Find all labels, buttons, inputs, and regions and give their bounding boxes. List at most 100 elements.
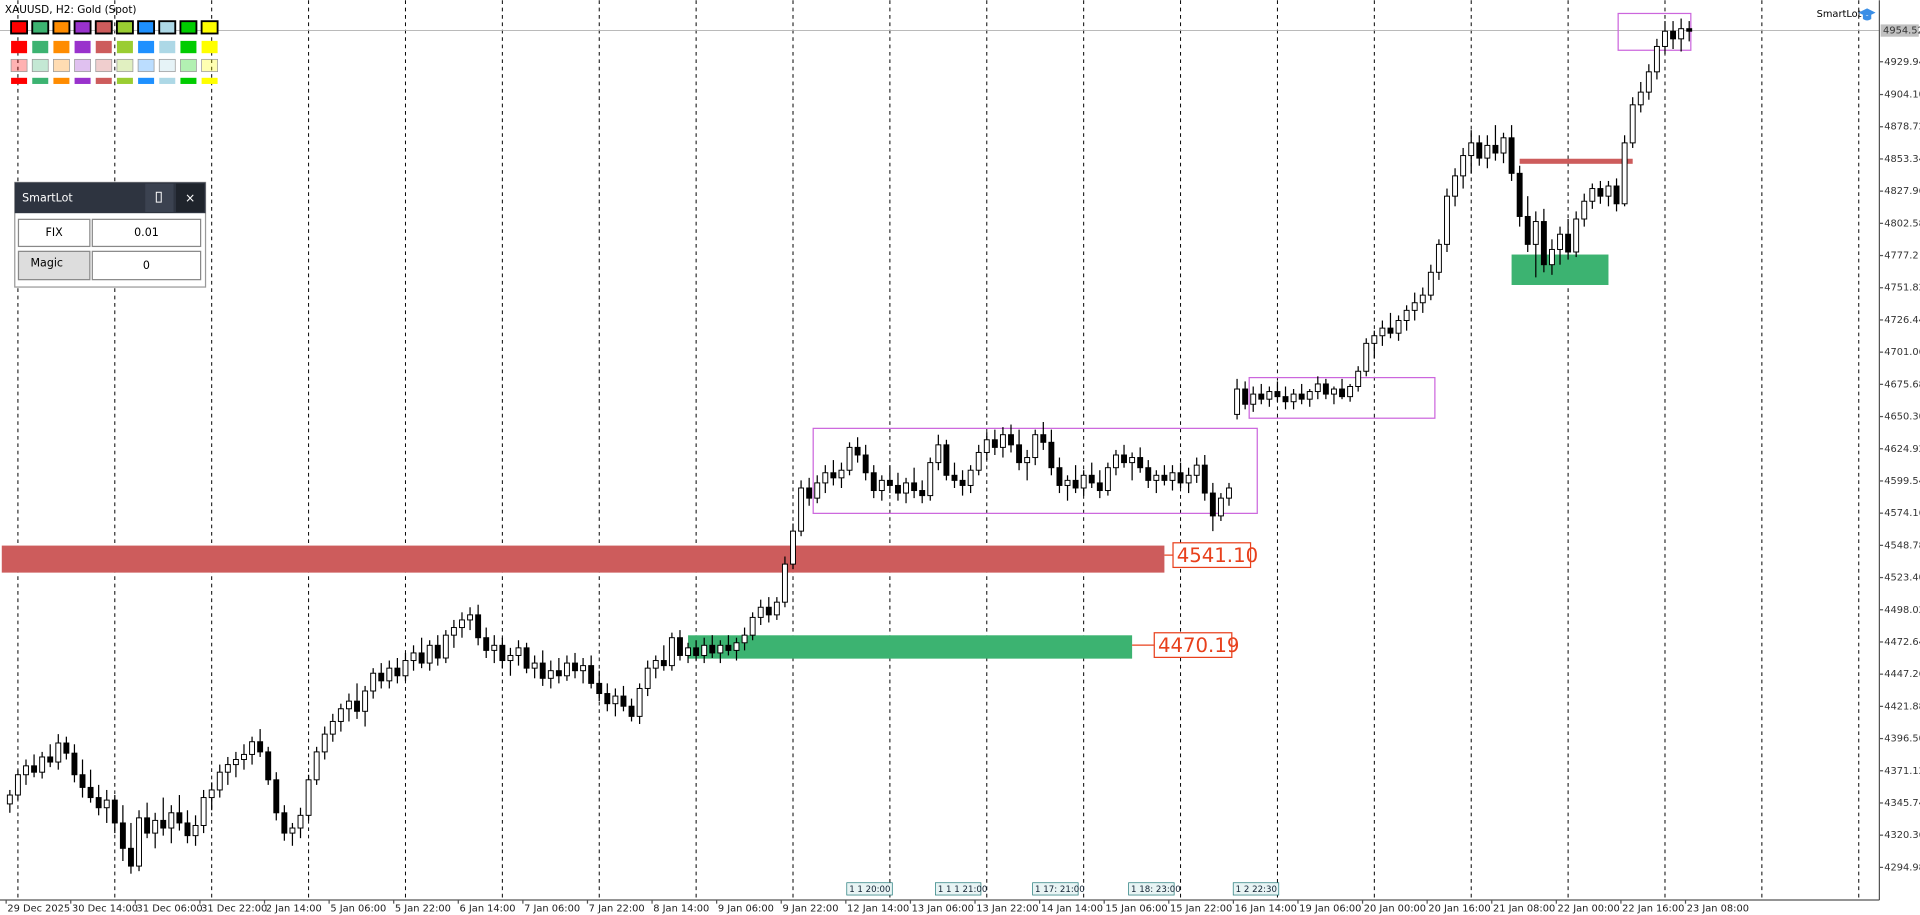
candle-body [983,439,990,453]
lot-input[interactable] [91,218,202,248]
close-button[interactable] [176,183,205,212]
candle-body [1605,185,1612,197]
candle-body [854,446,861,456]
candle-body [1088,474,1095,484]
palette-swatch[interactable] [73,20,92,35]
candle-body [1234,388,1241,415]
candle-body [281,812,288,834]
palette-swatch[interactable] [53,40,70,54]
palette-swatch[interactable] [137,58,155,73]
candle-body [1080,474,1087,489]
y-tick-label: 4599.54 [1884,476,1920,487]
palette-swatch[interactable] [179,20,198,35]
candle-body [1072,479,1079,489]
mode-button[interactable] [17,218,91,248]
minimize-button[interactable] [145,183,174,212]
palette-swatch[interactable] [94,20,113,35]
palette-swatch[interactable] [10,20,28,35]
magic-button[interactable] [17,250,91,281]
palette-swatch[interactable] [31,20,50,35]
palette-swatch[interactable] [116,77,133,84]
candle-body [612,695,619,705]
palette-swatch[interactable] [11,40,28,54]
candle-body [265,751,272,781]
palette-swatch[interactable] [137,20,156,35]
candle-body [870,472,877,492]
candle-body [749,616,756,636]
palette-swatch[interactable] [158,58,176,73]
candle-body [644,667,651,689]
x-tick-label: 9 Jan 06:00 [718,904,774,915]
candle-body [1145,467,1152,481]
palette-swatch[interactable] [180,77,197,84]
candle-body [1282,396,1289,403]
palette-swatch[interactable] [74,40,91,54]
candle-body [370,672,377,692]
color-palette[interactable] [10,20,219,84]
palette-swatch[interactable] [74,77,91,84]
current-price-label: 4954.52 [1883,26,1920,37]
palette-swatch[interactable] [200,20,219,35]
zone [1,545,1165,573]
x-tick-label: 16 Jan 14:00 [1235,904,1297,915]
candle-body [354,700,360,712]
candle-body [39,756,46,773]
candle-body [305,779,312,816]
candle-body [426,644,433,664]
time-marker: 1 1 1 21:00 [938,885,987,895]
y-tick-label: 4878.72 [1884,122,1920,133]
lot-value: 0.01 [134,226,159,239]
candle-body [1452,175,1459,197]
x-tick-label: 20 Jan 16:00 [1428,904,1490,915]
palette-swatch[interactable] [201,40,218,54]
palette-swatch[interactable] [201,58,218,73]
x-tick-label: 22 Jan 16:00 [1622,904,1684,915]
palette-swatch[interactable] [53,77,70,84]
candle-body [1008,434,1014,446]
candle-body [862,454,869,474]
candle-body [1589,188,1596,202]
palette-swatch[interactable] [31,58,49,73]
chart-title: XAUUSD, H2: Gold (Spot) [5,4,137,16]
palette-swatch[interactable] [10,58,28,73]
candle-body [483,637,490,651]
candle-body [1096,482,1103,492]
candle-body [119,822,126,849]
candle-body [1686,28,1693,32]
magic-input[interactable] [91,250,202,281]
y-tick-label: 4548.78 [1884,540,1920,551]
x-tick-label: 19 Jan 06:00 [1299,904,1361,915]
palette-swatch[interactable] [74,58,91,73]
x-tick-label: 15 Jan 22:00 [1170,904,1232,915]
y-tick-label: 4320.36 [1884,830,1920,841]
palette-swatch[interactable] [116,20,134,35]
candle-body [71,752,78,776]
palette-swatch[interactable] [159,40,176,54]
palette-swatch[interactable] [138,77,155,84]
candle-body [1500,137,1507,154]
palette-swatch[interactable] [159,77,176,84]
palette-swatch[interactable] [11,77,28,84]
palette-swatch[interactable] [52,20,71,35]
candle-body [717,644,724,654]
palette-swatch[interactable] [53,58,70,73]
palette-swatch[interactable] [32,40,49,54]
palette-swatch[interactable] [201,77,218,84]
candle-body [257,741,264,753]
candle-body [539,662,546,679]
palette-swatch[interactable] [138,40,155,54]
y-tick-label: 4650.30 [1884,412,1920,423]
candle-body [1395,320,1402,334]
palette-swatch[interactable] [32,77,49,84]
palette-swatch[interactable] [116,40,133,54]
palette-swatch[interactable] [116,58,134,73]
palette-swatch[interactable] [180,40,197,54]
palette-swatch[interactable] [95,77,112,84]
candle-body [459,619,465,629]
palette-swatch[interactable] [95,40,112,54]
palette-swatch[interactable] [158,20,177,35]
candle-body [1524,215,1531,245]
palette-swatch[interactable] [180,58,197,73]
palette-swatch[interactable] [95,58,113,73]
candle-body [507,654,514,662]
